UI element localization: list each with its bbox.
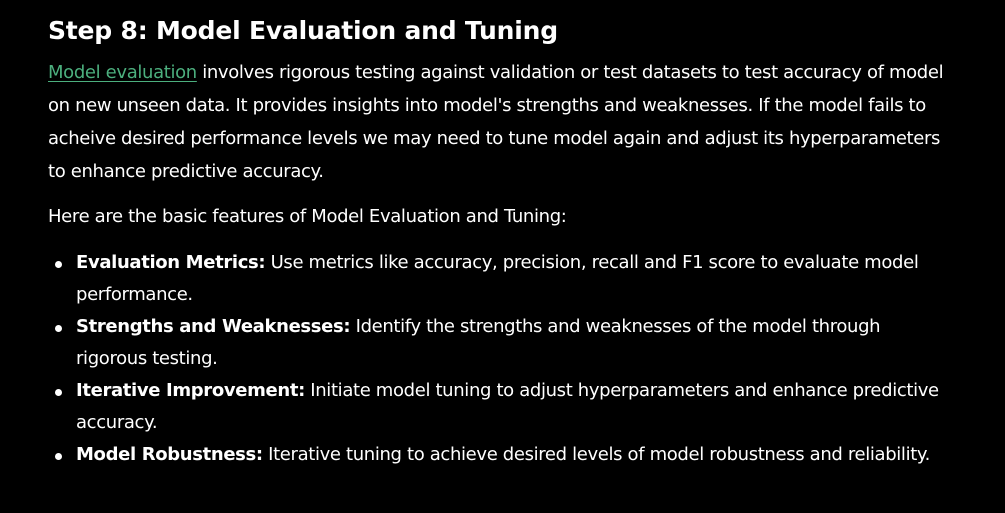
bullet-icon [55, 261, 62, 268]
feature-description: Initiate model tuning to adjust hyperpar… [76, 380, 939, 433]
feature-term: Model Robustness: [76, 444, 263, 465]
feature-list: Evaluation Metrics: Use metrics like acc… [48, 247, 948, 471]
feature-item: Strengths and Weaknesses: Identify the s… [55, 311, 948, 375]
feature-item: Evaluation Metrics: Use metrics like acc… [55, 247, 948, 311]
feature-term: Iterative Improvement: [76, 380, 305, 401]
feature-term: Strengths and Weaknesses: [76, 316, 351, 337]
bullet-icon [55, 453, 62, 460]
feature-description: Identify the strengths and weaknesses of… [76, 316, 881, 369]
features-lead: Here are the basic features of Model Eva… [48, 206, 567, 227]
section-heading: Step 8: Model Evaluation and Tuning [48, 16, 558, 45]
article-section: Step 8: Model Evaluation and Tuning Mode… [48, 14, 948, 471]
feature-description: Iterative tuning to achieve desired leve… [262, 444, 931, 465]
feature-term: Evaluation Metrics: [76, 252, 266, 273]
intro-text: involves rigorous testing against valida… [48, 62, 944, 182]
feature-item: Iterative Improvement: Initiate model tu… [55, 375, 948, 439]
bullet-icon [55, 389, 62, 396]
model-evaluation-link[interactable]: Model evaluation [48, 62, 197, 83]
feature-description: Use metrics like accuracy, precision, re… [76, 252, 919, 305]
intro-paragraph: Model evaluation involves rigorous testi… [48, 56, 948, 188]
feature-item: Model Robustness: Iterative tuning to ac… [55, 439, 948, 471]
bullet-icon [55, 325, 62, 332]
